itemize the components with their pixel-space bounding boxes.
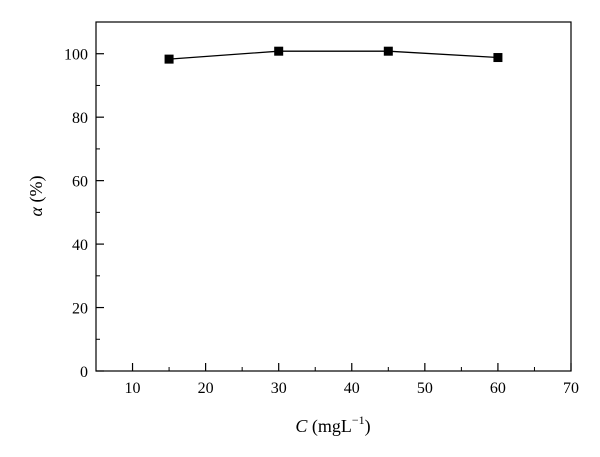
x-tick-label-10: 10 bbox=[125, 380, 141, 397]
x-tick-label-30: 30 bbox=[271, 380, 287, 397]
y-tick-label-60: 60 bbox=[72, 174, 88, 191]
data-point-15 bbox=[164, 54, 174, 64]
data-point-45 bbox=[383, 46, 393, 56]
x-tick-label-20: 20 bbox=[198, 380, 214, 397]
x-axis-ticks bbox=[95, 363, 572, 371]
y-tick-label-40: 40 bbox=[72, 237, 88, 254]
y-axis-symbol: α bbox=[26, 206, 46, 216]
series-line-0 bbox=[169, 50, 498, 60]
x-tick-label-70: 70 bbox=[563, 380, 579, 397]
x-axis-symbol: C bbox=[295, 416, 308, 436]
y-axis-unit: (%) bbox=[26, 176, 47, 207]
data-point-30 bbox=[274, 46, 284, 56]
x-axis-unit-close: ) bbox=[365, 416, 371, 437]
y-tick-label-80: 80 bbox=[72, 110, 88, 127]
y-tick-label-20: 20 bbox=[72, 301, 88, 318]
y-axis-ticks bbox=[96, 53, 104, 372]
x-tick-label-50: 50 bbox=[417, 380, 433, 397]
y-tick-label-0: 0 bbox=[80, 364, 88, 381]
y-axis-label: α (%) bbox=[26, 176, 47, 217]
y-axis-tick-labels: 0 20 40 60 80 100 bbox=[64, 47, 88, 381]
x-axis-unit: (mgL bbox=[307, 416, 352, 437]
data-point-60 bbox=[493, 53, 503, 63]
x-tick-label-40: 40 bbox=[344, 380, 360, 397]
plot-area bbox=[95, 21, 572, 372]
x-axis-unit-exponent: −1 bbox=[352, 413, 365, 427]
x-axis-label: C (mgL−1) bbox=[295, 413, 370, 437]
x-axis-tick-labels: 10 20 30 40 50 60 70 bbox=[125, 380, 579, 397]
x-tick-label-60: 60 bbox=[490, 380, 506, 397]
series-group bbox=[164, 46, 503, 64]
y-tick-label-100: 100 bbox=[64, 47, 88, 64]
